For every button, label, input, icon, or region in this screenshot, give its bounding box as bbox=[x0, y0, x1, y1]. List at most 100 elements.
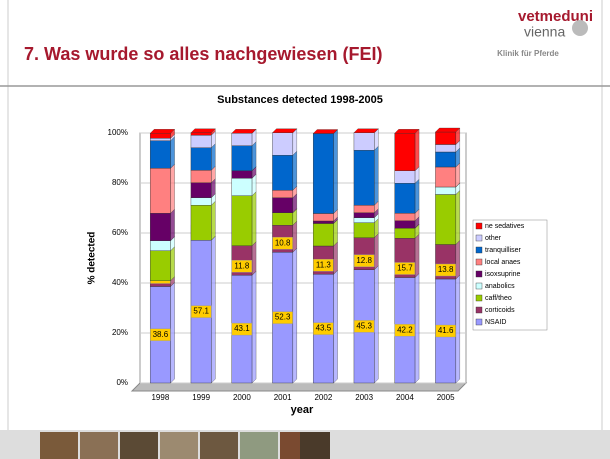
bar-side bbox=[374, 233, 379, 271]
x-tick-label: 2005 bbox=[437, 393, 455, 402]
data-label: 43.1 bbox=[234, 324, 250, 333]
y-tick-label: 0% bbox=[116, 378, 128, 387]
logo-sub: vienna bbox=[524, 24, 565, 40]
data-label-box bbox=[394, 262, 416, 275]
data-label: 11.8 bbox=[234, 261, 250, 270]
legend-label: isoxsuprine bbox=[485, 271, 521, 278]
data-label-box bbox=[231, 260, 253, 273]
bar-segment bbox=[190, 197, 212, 206]
bar-top bbox=[353, 128, 379, 133]
bar-side bbox=[414, 273, 420, 384]
bar-side bbox=[170, 136, 175, 169]
bar-segment bbox=[272, 132, 294, 156]
bar-segment bbox=[272, 197, 294, 213]
bar-segment bbox=[435, 186, 457, 195]
bar-segment bbox=[149, 168, 171, 214]
bar-segment bbox=[231, 145, 253, 171]
legend-swatch bbox=[475, 222, 483, 230]
bar-top bbox=[272, 128, 298, 133]
legend-swatch bbox=[475, 258, 483, 266]
bar-segment bbox=[353, 150, 375, 206]
data-label-box bbox=[150, 328, 171, 341]
data-label: 43.5 bbox=[316, 324, 332, 333]
bar-top bbox=[394, 129, 420, 134]
data-label-box bbox=[190, 305, 212, 318]
bar-side bbox=[251, 270, 257, 384]
bar-segment bbox=[190, 182, 212, 198]
bar-side bbox=[374, 265, 379, 384]
bar-side bbox=[170, 246, 175, 282]
bar-side bbox=[333, 129, 338, 214]
logo: vetmeduni bbox=[518, 8, 593, 25]
legend-swatch bbox=[475, 306, 483, 314]
bar-segment bbox=[231, 178, 253, 196]
photo bbox=[160, 432, 198, 459]
bar-segment bbox=[190, 170, 212, 183]
y-tick-label: 80% bbox=[112, 178, 128, 187]
bar-side bbox=[292, 128, 297, 156]
legend-swatch bbox=[475, 234, 483, 242]
bar-side bbox=[292, 150, 297, 191]
bar-segment bbox=[394, 133, 416, 171]
legend-box bbox=[472, 219, 548, 331]
legend-label: caff/theo bbox=[485, 295, 512, 302]
bar-segment bbox=[149, 138, 171, 141]
data-label: 38.6 bbox=[153, 330, 169, 339]
legend-label: ne sedatives bbox=[485, 223, 525, 230]
y-tick-label: 40% bbox=[112, 278, 128, 287]
legend-label: anabolics bbox=[485, 283, 515, 290]
bar-top bbox=[312, 129, 338, 134]
data-label: 52.3 bbox=[275, 313, 291, 322]
x-tick-label: 2004 bbox=[396, 393, 414, 402]
bar-segment bbox=[435, 131, 457, 145]
bar-segment bbox=[190, 132, 212, 136]
photo bbox=[80, 432, 118, 459]
y-axis-label: % detected bbox=[87, 232, 98, 285]
bar-segment bbox=[312, 133, 334, 214]
bar-segment bbox=[190, 135, 212, 148]
bar-segment bbox=[394, 170, 416, 184]
legend-swatch bbox=[475, 294, 483, 302]
bar-side bbox=[455, 240, 460, 280]
bar-top bbox=[190, 128, 216, 133]
chart-title: Substances detected 1998-2005 bbox=[217, 94, 383, 106]
data-label-box bbox=[353, 254, 375, 267]
x-tick-label: 2003 bbox=[355, 393, 373, 402]
data-label-box bbox=[353, 320, 375, 333]
data-label-box bbox=[394, 324, 416, 337]
bar-side bbox=[414, 178, 420, 214]
bar-side bbox=[414, 128, 420, 172]
bar-side bbox=[374, 145, 379, 206]
data-label: 10.8 bbox=[275, 238, 291, 247]
y-tick-label: 100% bbox=[108, 128, 128, 137]
data-label-box bbox=[272, 237, 293, 250]
photo bbox=[200, 432, 238, 459]
data-label: 13.8 bbox=[438, 265, 454, 274]
legend-label: NSAID bbox=[485, 319, 506, 326]
bar-segment bbox=[435, 144, 457, 153]
data-label: 12.8 bbox=[356, 256, 372, 265]
bar-side bbox=[251, 241, 257, 276]
y-tick-label: 20% bbox=[112, 328, 128, 337]
bar-segment bbox=[149, 240, 171, 251]
bar-side bbox=[333, 241, 338, 275]
data-label: 15.7 bbox=[397, 264, 413, 273]
bar-side bbox=[251, 141, 257, 172]
bar-segment bbox=[394, 213, 416, 221]
bar-side bbox=[414, 233, 420, 278]
legend-swatch bbox=[475, 318, 483, 326]
bar-segment bbox=[149, 140, 171, 169]
bar-side bbox=[292, 220, 297, 253]
bar-segment bbox=[190, 147, 212, 171]
bar-top bbox=[435, 127, 461, 133]
bar-segment bbox=[353, 132, 375, 151]
bar-segment bbox=[272, 155, 294, 191]
bar-side bbox=[170, 208, 175, 242]
footer-photos bbox=[40, 432, 330, 459]
x-tick-label: 2001 bbox=[274, 393, 292, 402]
bar-segment bbox=[394, 228, 416, 239]
bar-side bbox=[170, 282, 175, 384]
photo bbox=[300, 432, 330, 459]
photo bbox=[240, 432, 278, 459]
data-label-box bbox=[435, 324, 456, 338]
